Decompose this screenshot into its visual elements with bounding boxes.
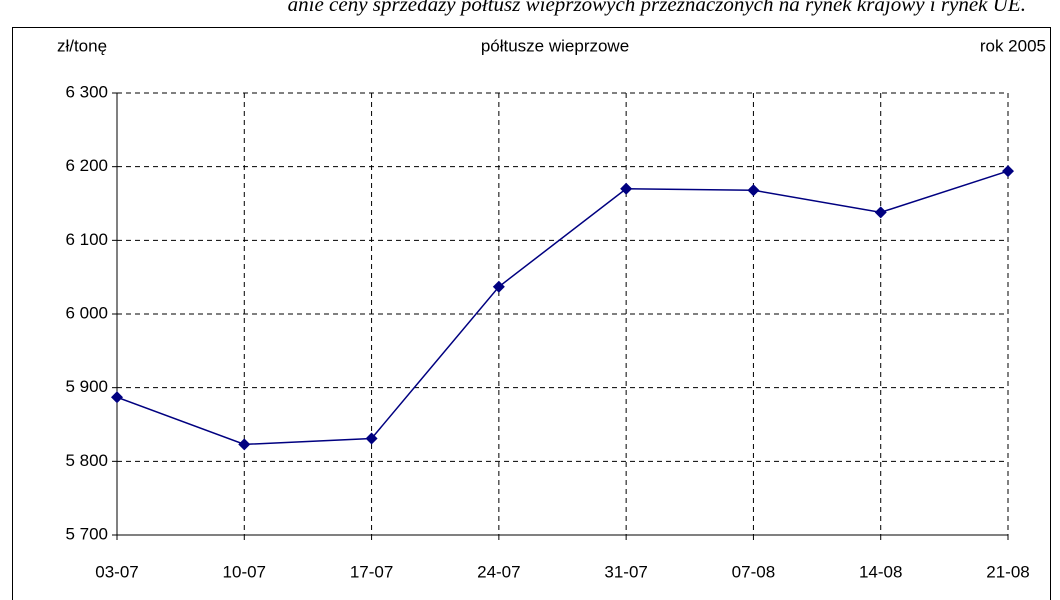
data-point (620, 182, 633, 195)
y-tick-label: 6 200 (65, 156, 108, 175)
chart-title: anie ceny sprzedaży półtusz wieprzowych … (288, 0, 1026, 16)
data-point (111, 391, 123, 404)
y-tick-label: 5 700 (65, 524, 108, 543)
data-point (365, 432, 378, 445)
y-tick-label: 6 000 (65, 303, 108, 322)
chart-border (12, 27, 1051, 600)
y-tick-label: 6 100 (65, 230, 108, 249)
x-tick-label: 07-08 (732, 562, 775, 581)
data-point (492, 280, 505, 293)
x-tick-label: 31-07 (604, 562, 647, 581)
chart-subtitle: półtusze wieprzowe (481, 36, 629, 55)
y-tick-label: 5 800 (65, 451, 108, 470)
data-point (874, 206, 887, 219)
x-tick-label: 10-07 (223, 562, 266, 581)
data-point (747, 184, 760, 197)
x-tick-label: 24-07 (477, 562, 520, 581)
data-line (116, 170, 1009, 446)
data-point (238, 438, 251, 451)
y-axis-label: zł/tonę (57, 36, 107, 55)
annotation: rok 2005 (980, 36, 1046, 55)
x-tick-label: 14-08 (859, 562, 902, 581)
data-point (1002, 165, 1014, 178)
y-tick-label: 5 900 (65, 377, 108, 396)
y-tick-label: 6 300 (65, 82, 108, 101)
x-tick-label: 03-07 (95, 562, 138, 581)
x-tick-label: 17-07 (350, 562, 393, 581)
x-tick-label: 21-08 (986, 562, 1029, 581)
